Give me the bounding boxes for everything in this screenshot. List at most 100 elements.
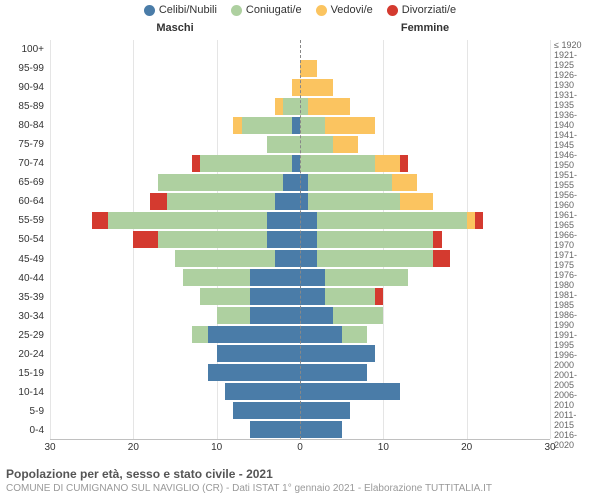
chart-area: [50, 40, 550, 440]
bar-segment: [208, 364, 300, 381]
bar-segment: [233, 117, 241, 134]
male-bar: [50, 136, 300, 153]
y-axis-left: 100+95-9990-9485-8980-8475-7970-7465-696…: [4, 40, 48, 440]
legend-dot-icon: [387, 5, 398, 16]
x-tick: 30: [544, 442, 555, 453]
legend-dot-icon: [231, 5, 242, 16]
bar-segment: [250, 269, 300, 286]
bar-segment: [433, 231, 441, 248]
y-tick-right: 1921-1925: [550, 50, 596, 70]
y-tick-left: 5-9: [4, 402, 48, 421]
y-tick-left: 60-64: [4, 192, 48, 211]
y-tick-left: 80-84: [4, 116, 48, 135]
bar-segment: [208, 326, 300, 343]
y-tick-right: 1986-1990: [550, 310, 596, 330]
y-tick-left: 20-24: [4, 345, 48, 364]
bar-segment: [400, 193, 433, 210]
y-tick-right: 1936-1940: [550, 110, 596, 130]
x-tick: 10: [378, 442, 389, 453]
bar-segment: [300, 364, 367, 381]
male-title: Maschi: [50, 22, 300, 34]
bar-segment: [333, 307, 383, 324]
y-tick-left: 40-44: [4, 269, 48, 288]
y-tick-left: 90-94: [4, 78, 48, 97]
bar-segment: [317, 231, 434, 248]
male-bar: [50, 345, 300, 362]
female-title: Femmine: [300, 22, 550, 34]
bar-segment: [150, 193, 167, 210]
bar-segment: [300, 155, 375, 172]
bar-segment: [300, 421, 342, 438]
bar-segment: [308, 98, 350, 115]
x-tick: 10: [211, 442, 222, 453]
bar-segment: [283, 98, 300, 115]
y-tick-right: 1931-1935: [550, 90, 596, 110]
bar-segment: [158, 231, 266, 248]
bar-segment: [217, 345, 300, 362]
y-tick-left: 0-4: [4, 421, 48, 440]
legend-dot-icon: [144, 5, 155, 16]
bar-segment: [192, 155, 200, 172]
bar-segment: [317, 250, 434, 267]
bar-segment: [200, 288, 250, 305]
female-bar: [300, 117, 550, 134]
center-line: [300, 40, 301, 439]
female-bar: [300, 307, 550, 324]
male-bar: [50, 155, 300, 172]
legend-item: Divorziati/e: [387, 4, 456, 16]
y-tick-right: ≤ 1920: [550, 40, 596, 50]
bar-segment: [217, 307, 250, 324]
y-tick-left: 75-79: [4, 135, 48, 154]
legend-dot-icon: [316, 5, 327, 16]
y-tick-right: 2011-2015: [550, 410, 596, 430]
bar-segment: [308, 193, 400, 210]
bar-segment: [392, 174, 417, 191]
male-bar: [50, 193, 300, 210]
male-bar: [50, 212, 300, 229]
male-bar: [50, 250, 300, 267]
bar-segment: [300, 250, 317, 267]
bar-segment: [133, 231, 158, 248]
female-bar: [300, 364, 550, 381]
y-tick-right: 1971-1975: [550, 250, 596, 270]
bar-segment: [433, 250, 450, 267]
female-bar: [300, 41, 550, 58]
bar-segment: [300, 117, 325, 134]
bar-segment: [300, 212, 317, 229]
bar-segment: [375, 288, 383, 305]
y-tick-left: 25-29: [4, 326, 48, 345]
y-tick-left: 50-54: [4, 230, 48, 249]
y-tick-right: 1941-1945: [550, 130, 596, 150]
bar-segment: [242, 117, 292, 134]
bar-segment: [275, 250, 300, 267]
grid-line: [550, 40, 551, 439]
legend-label: Celibi/Nubili: [159, 4, 217, 16]
y-tick-right: 1996-2000: [550, 350, 596, 370]
legend-label: Divorziati/e: [402, 4, 456, 16]
male-bar: [50, 383, 300, 400]
bar-segment: [233, 402, 300, 419]
bar-segment: [317, 212, 467, 229]
bar-segment: [300, 231, 317, 248]
y-tick-right: 2006-2010: [550, 390, 596, 410]
footer: Popolazione per età, sesso e stato civil…: [6, 467, 594, 494]
bar-segment: [300, 98, 308, 115]
male-bar: [50, 307, 300, 324]
bar-segment: [167, 193, 275, 210]
chart-title: Popolazione per età, sesso e stato civil…: [6, 467, 594, 481]
bar-segment: [275, 193, 300, 210]
female-bar: [300, 193, 550, 210]
bar-segment: [300, 345, 375, 362]
bar-segment: [300, 60, 317, 77]
bar-segment: [292, 79, 300, 96]
bar-segment: [300, 288, 325, 305]
male-bar: [50, 174, 300, 191]
bar-segment: [300, 174, 308, 191]
bar-segment: [292, 155, 300, 172]
male-bar: [50, 79, 300, 96]
x-tick: 20: [128, 442, 139, 453]
bar-segment: [325, 288, 375, 305]
bar-segment: [92, 212, 109, 229]
bar-segment: [300, 193, 308, 210]
bar-segment: [375, 155, 400, 172]
